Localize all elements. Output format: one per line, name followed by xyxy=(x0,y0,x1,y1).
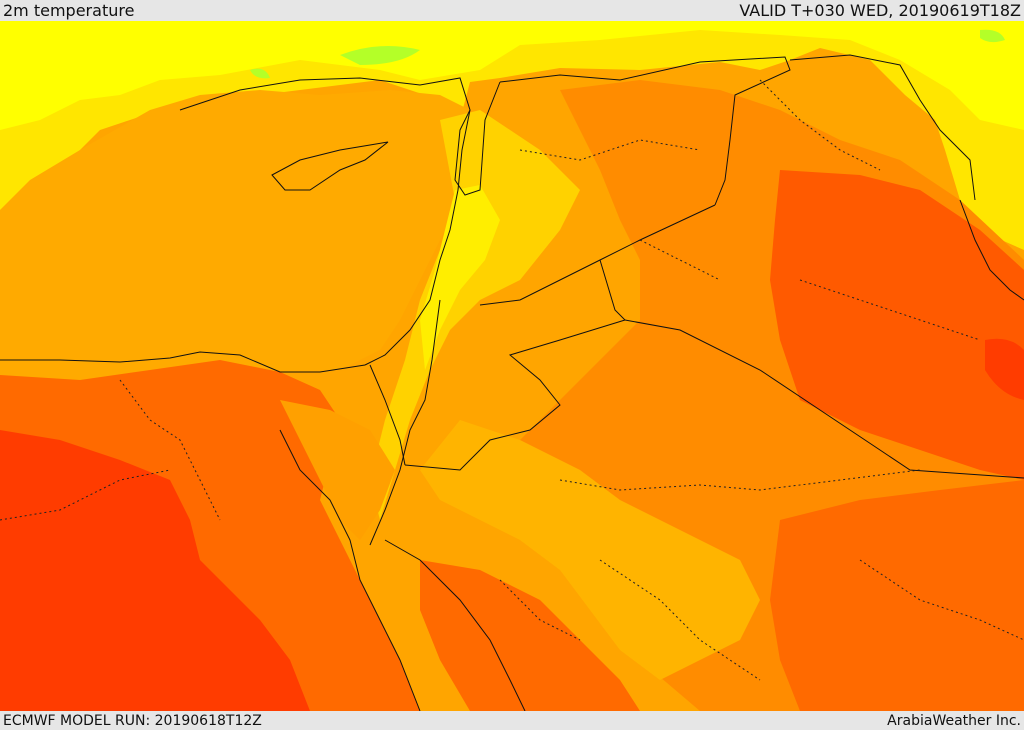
coastline-levant xyxy=(364,109,471,366)
temp-band-levant-bright xyxy=(420,185,500,370)
model-run-label: ECMWF MODEL RUN: 20190618T12Z xyxy=(3,713,262,729)
country-borders xyxy=(369,54,1024,479)
province-borders xyxy=(0,79,1024,681)
map-title: 2m temperature xyxy=(3,1,135,20)
temp-band-saudi-pale xyxy=(420,420,760,680)
coastline-egypt xyxy=(0,351,366,373)
temp-band-iraq-hot xyxy=(770,170,1024,480)
border-syria-iraq xyxy=(479,204,716,306)
temp-band-levant-yellow xyxy=(370,110,580,520)
border-jordan-saudi xyxy=(404,259,626,471)
temperature-map[interactable] xyxy=(0,21,1024,711)
temp-band-bright-yellow xyxy=(0,21,1024,130)
coastline-cyprus xyxy=(271,141,389,191)
border-egypt-israel xyxy=(369,364,406,466)
valid-time: VALID T+030 WED, 20190619T18Z xyxy=(739,1,1021,20)
temp-patch-green-2 xyxy=(980,29,1005,43)
credit-label: ArabiaWeather Inc. xyxy=(887,713,1021,729)
temp-band-egypt-hot xyxy=(0,430,310,711)
header-bar: 2m temperature VALID T+030 WED, 20190619… xyxy=(0,0,1024,21)
border-iraq-iran xyxy=(789,54,976,201)
coastline-saudi-redsea xyxy=(384,539,526,711)
coastlines xyxy=(0,77,1024,711)
map-canvas xyxy=(0,21,1024,711)
coastline-aqaba xyxy=(369,299,441,546)
temp-patch-green xyxy=(340,46,420,65)
temp-patch-green-3 xyxy=(250,68,270,79)
temp-band-south-saudi xyxy=(420,560,640,711)
border-syria-north xyxy=(499,56,791,206)
temp-band-yellow-north xyxy=(0,21,1024,250)
coastline-suez xyxy=(279,429,421,711)
temp-patch-iraq-hottest xyxy=(985,338,1024,400)
coastline-gulf xyxy=(959,199,1024,301)
temp-band-sinai xyxy=(280,400,395,540)
temp-band-mediterranean xyxy=(0,90,470,380)
footer-bar: ECMWF MODEL RUN: 20190618T12Z ArabiaWeat… xyxy=(0,711,1024,729)
border-iraq-saudi xyxy=(624,319,1024,479)
temp-band-east-saudi xyxy=(770,480,1024,711)
